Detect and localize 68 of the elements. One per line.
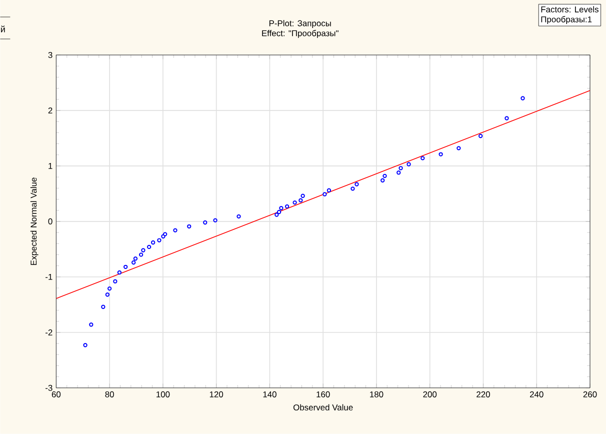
point xyxy=(113,279,118,284)
point xyxy=(350,186,355,191)
point xyxy=(298,198,303,203)
y-tick-label: 0 xyxy=(48,218,52,224)
y-tick-label: -3 xyxy=(46,384,52,391)
point xyxy=(101,304,106,310)
y-tick-label: 3 xyxy=(48,52,52,58)
text: й xyxy=(1,26,5,32)
point xyxy=(89,322,94,327)
y-axis-title: Expected Normal Value xyxy=(30,178,38,265)
x-axis-title: Observed Value xyxy=(293,404,353,410)
point xyxy=(141,248,146,252)
x-tick-label: 240 xyxy=(530,391,544,398)
point xyxy=(456,146,461,150)
x-tick-label: 80 xyxy=(105,391,114,398)
point xyxy=(203,220,208,225)
point xyxy=(138,252,144,257)
y-tick-label: -1 xyxy=(46,274,52,280)
chart-title: P-Plot: Запросы xyxy=(269,20,331,28)
point xyxy=(105,292,110,297)
point xyxy=(406,162,411,166)
y-tick-label: -2 xyxy=(46,330,52,336)
point xyxy=(292,200,297,205)
x-tick-label: 220 xyxy=(476,391,490,398)
point xyxy=(274,212,279,217)
x-tick-label: 60 xyxy=(52,391,61,398)
point xyxy=(504,116,509,120)
x-tick-label: 160 xyxy=(316,391,330,398)
x-tick-label: 260 xyxy=(583,391,597,398)
point xyxy=(326,188,332,193)
text: Factors: Levels xyxy=(541,6,598,12)
point xyxy=(354,182,359,186)
point xyxy=(117,270,122,275)
x-tick-label: 140 xyxy=(263,391,276,398)
point xyxy=(123,264,128,270)
point xyxy=(157,238,162,242)
x-tick-label: 200 xyxy=(423,391,437,398)
point xyxy=(300,194,305,198)
y-tick-label: 1 xyxy=(48,163,52,169)
point xyxy=(213,218,218,222)
point xyxy=(478,134,483,138)
chart-subtitle: Effect: "Прообразы" xyxy=(262,30,338,38)
point xyxy=(438,152,443,156)
point xyxy=(382,174,387,178)
x-tick-label: 180 xyxy=(370,391,384,398)
point xyxy=(284,204,290,209)
point xyxy=(132,260,136,265)
point xyxy=(279,206,284,210)
point xyxy=(173,228,178,232)
point xyxy=(150,240,156,245)
point xyxy=(83,343,88,348)
point xyxy=(322,192,327,196)
text: Прообразы:1 xyxy=(541,16,592,24)
y-tick-label: 2 xyxy=(48,108,52,114)
x-tick-label: 100 xyxy=(156,391,170,398)
x-tick-label: 120 xyxy=(210,391,224,398)
point xyxy=(133,256,138,261)
point xyxy=(107,286,112,291)
point xyxy=(162,232,168,236)
point xyxy=(146,244,152,250)
point xyxy=(520,96,525,100)
point xyxy=(396,170,401,175)
point xyxy=(276,210,282,214)
point xyxy=(380,178,385,183)
point xyxy=(187,224,192,229)
point xyxy=(236,214,241,219)
point xyxy=(420,156,425,160)
point xyxy=(398,166,403,170)
